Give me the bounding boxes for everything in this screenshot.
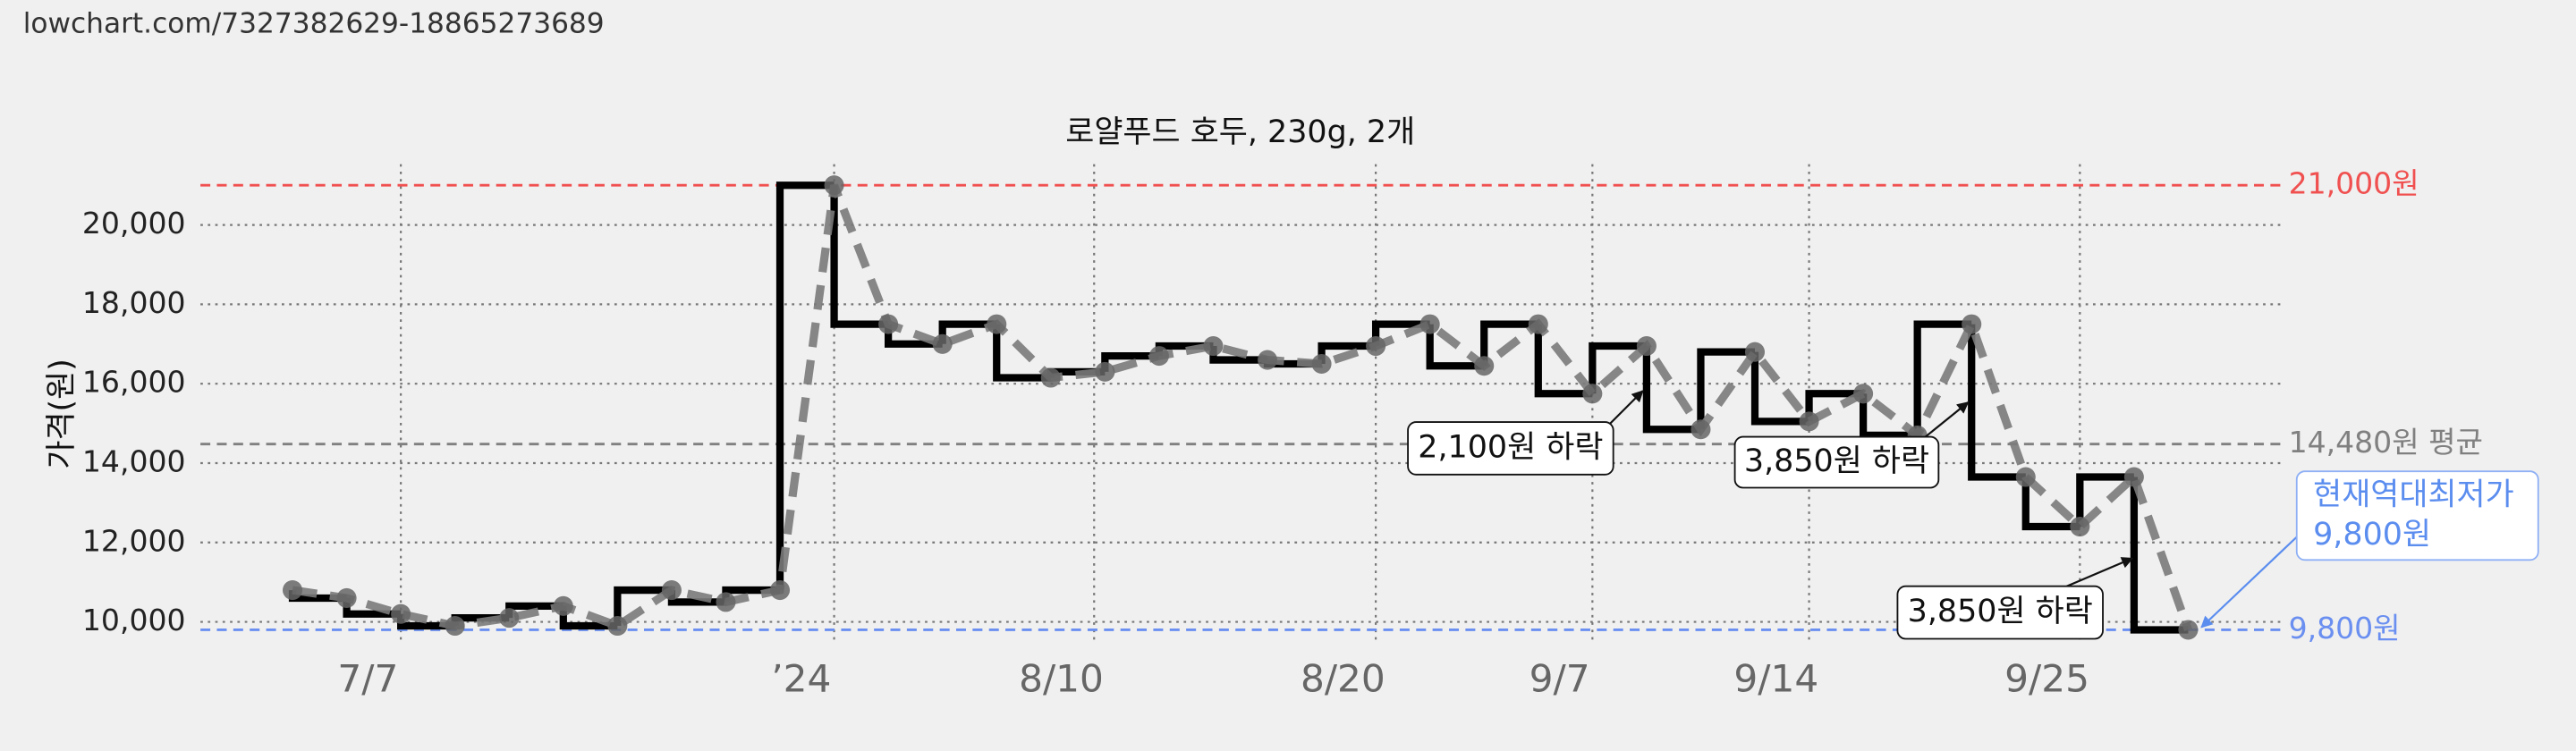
price-point — [2015, 467, 2036, 487]
price-point — [1962, 314, 1982, 334]
price-point — [1257, 350, 1278, 370]
price-point — [1853, 384, 1874, 404]
annotation-text: 3,850원 하락 — [1908, 594, 2093, 629]
price-point — [878, 314, 899, 334]
price-point — [987, 314, 1007, 334]
x-tick-label: ’24 — [771, 657, 831, 701]
x-tick-label: 9/25 — [2004, 657, 2089, 701]
price-point — [1311, 353, 1332, 375]
step-segment — [1480, 320, 1538, 367]
price-point — [1799, 411, 1819, 432]
price-point — [1040, 367, 1061, 388]
price-point — [1474, 356, 1495, 376]
y-tick-label: 12,000 — [82, 523, 186, 558]
price-point — [1744, 342, 1766, 362]
price-point — [716, 592, 736, 612]
step-segment — [1859, 393, 1918, 440]
annotation-box — [1407, 421, 1614, 476]
price-point — [769, 580, 791, 601]
reference-label: 21,000원 — [2289, 166, 2419, 201]
y-tick-label: 14,000 — [82, 443, 186, 478]
x-tick-label: 8/20 — [1301, 657, 1385, 701]
price-point — [1528, 314, 1548, 334]
x-tick-label: 9/14 — [1733, 657, 1818, 701]
annotation-text: 현재역대최저가 — [2313, 477, 2514, 513]
step-segment — [2076, 473, 2134, 527]
price-point — [283, 580, 303, 601]
price-point — [2178, 620, 2199, 640]
step-segment — [830, 185, 889, 328]
chart-title: 로얄푸드 호두, 230g, 2개 — [1065, 114, 1415, 150]
price-point — [1366, 335, 1386, 357]
price-line — [292, 183, 2192, 631]
price-point — [1095, 361, 1115, 382]
price-point — [391, 603, 411, 624]
price-point — [661, 580, 682, 601]
price-point — [1203, 335, 1224, 357]
price-point — [1690, 419, 1711, 440]
x-tick-label: 8/10 — [1019, 657, 1104, 701]
step-segment — [1697, 348, 1756, 430]
step-segment — [775, 181, 835, 591]
y-tick-label: 10,000 — [82, 603, 186, 637]
annotation-text: 2,100원 하락 — [1418, 429, 1603, 465]
step-segment — [993, 324, 1051, 382]
annotation-box — [2295, 470, 2539, 561]
price-point — [932, 333, 953, 354]
step-segment — [614, 586, 672, 627]
y-tick-label: 20,000 — [82, 206, 186, 240]
price-point — [2070, 517, 2090, 537]
price-point — [445, 616, 465, 637]
price-point — [1148, 346, 1169, 367]
annotation-arrow — [2066, 557, 2134, 587]
reference-label: 9,800원 — [2289, 611, 2401, 646]
x-tick-label: 9/7 — [1530, 657, 1590, 701]
y-tick-label: 16,000 — [82, 365, 186, 400]
step-segment — [1426, 324, 1485, 370]
step-segment — [2130, 477, 2189, 634]
price-point — [499, 608, 520, 629]
price-point — [824, 175, 844, 196]
x-tick-label: 7/7 — [337, 657, 398, 701]
annotation-box — [1733, 435, 1940, 489]
price-point — [1419, 314, 1440, 334]
step-segment — [1589, 342, 1647, 394]
reference-label: 14,480원 평균 — [2289, 425, 2483, 460]
annotation-arrow — [2200, 536, 2298, 629]
price-point — [1636, 335, 1657, 357]
price-point — [336, 587, 357, 608]
price-point — [1582, 384, 1603, 404]
price-point — [553, 595, 573, 616]
step-segment — [1968, 324, 2026, 481]
step-segment — [1642, 346, 1701, 434]
annotation-box — [1896, 585, 2104, 640]
price-point — [607, 616, 628, 637]
y-axis-label: 가격(원) — [44, 359, 80, 468]
annotation-arrow — [1609, 390, 1644, 425]
step-segment — [1913, 320, 1972, 435]
step-segment — [2021, 477, 2080, 531]
annotation-text: 9,800원 — [2313, 517, 2431, 553]
url: lowchart.com/7327382629-18865273689 — [23, 8, 605, 40]
price-point — [2123, 467, 2144, 487]
step-segment — [1534, 324, 1593, 398]
y-tick-label: 18,000 — [82, 285, 186, 320]
annotation-arrow — [1924, 401, 1970, 438]
annotation-text: 3,850원 하락 — [1744, 443, 1929, 479]
step-segment — [1750, 351, 1809, 426]
